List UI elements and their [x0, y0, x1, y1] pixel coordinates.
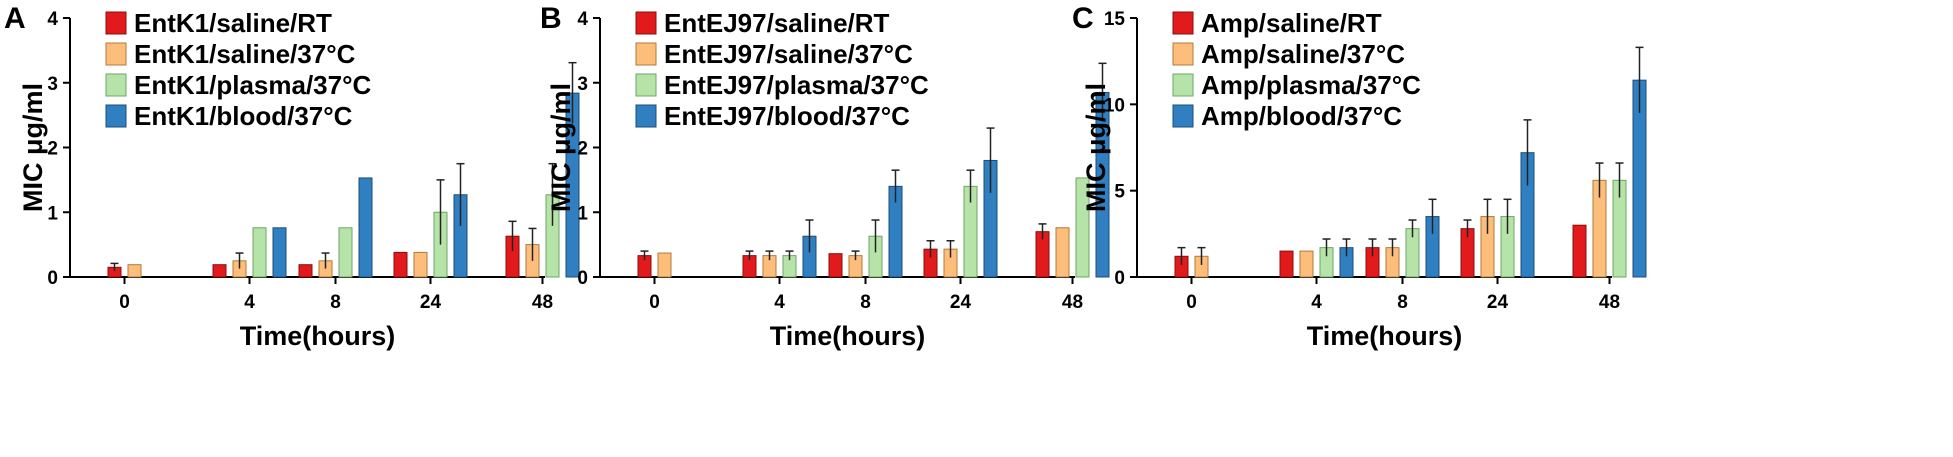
x-tick-label: 48 — [532, 292, 553, 313]
legend-swatch — [635, 73, 657, 97]
bar — [1572, 224, 1587, 278]
y-tick-label: 2 — [577, 139, 588, 160]
bar — [358, 177, 373, 278]
bar — [298, 264, 313, 278]
y-tick-label: 0 — [577, 268, 588, 289]
legend-entry: EntK1/blood/37°C — [134, 101, 353, 131]
legend-entry: EntK1/saline/37°C — [134, 39, 356, 69]
legend-entry: EntK1/plasma/37°C — [134, 70, 371, 100]
x-tick-label: 24 — [950, 292, 972, 313]
x-tick-label: 8 — [860, 292, 871, 313]
bar — [212, 264, 227, 278]
legend-swatch — [1172, 73, 1194, 97]
bar — [127, 264, 142, 278]
panel-letter: A — [4, 2, 26, 35]
legend-swatch — [635, 42, 657, 66]
bar — [272, 227, 287, 278]
x-tick-label: 4 — [244, 292, 255, 313]
legend-entry: EntEJ97/saline/37°C — [664, 39, 913, 69]
x-axis-label: Time(hours) — [1307, 321, 1463, 351]
bar — [393, 251, 408, 278]
y-axis-label: MIC μg/ml — [1081, 83, 1111, 212]
legend-swatch — [105, 73, 127, 97]
panel-letter: C — [1072, 2, 1094, 35]
legend-swatch — [105, 42, 127, 66]
y-tick-label: 5 — [1114, 182, 1125, 203]
x-tick-label: 4 — [774, 292, 785, 313]
bar — [338, 227, 353, 278]
bar — [1279, 250, 1294, 278]
legend-swatch — [105, 104, 127, 128]
y-tick-label: 3 — [577, 74, 588, 95]
x-tick-label: 0 — [1186, 292, 1197, 313]
legend-swatch — [635, 104, 657, 128]
legend-swatch — [1172, 42, 1194, 66]
legend-swatch — [105, 11, 127, 35]
x-tick-label: 0 — [649, 292, 660, 313]
y-axis-label: MIC μg/ml — [18, 83, 48, 212]
bar — [1299, 250, 1314, 278]
y-tick-label: 4 — [577, 9, 588, 30]
legend-entry: Amp/blood/37°C — [1201, 101, 1402, 131]
panel-letter: B — [540, 2, 562, 35]
y-tick-label: 1 — [47, 203, 58, 224]
y-tick-label: 4 — [47, 9, 58, 30]
legend-entry: Amp/plasma/37°C — [1201, 70, 1421, 100]
y-tick-label: 0 — [1114, 268, 1125, 289]
bar — [413, 251, 428, 278]
legend-entry: EntK1/saline/RT — [134, 8, 332, 38]
x-tick-label: 48 — [1062, 292, 1083, 313]
y-axis-label: MIC μg/ml — [546, 83, 576, 212]
x-tick-label: 24 — [420, 292, 442, 313]
bar — [1075, 177, 1090, 278]
legend-entry: EntEJ97/saline/RT — [664, 8, 890, 38]
legend-entry: EntEJ97/blood/37°C — [664, 101, 910, 131]
x-tick-label: 0 — [119, 292, 130, 313]
y-tick-label: 1 — [577, 203, 588, 224]
legend-swatch — [635, 11, 657, 35]
y-tick-label: 0 — [47, 268, 58, 289]
x-tick-label: 48 — [1599, 292, 1620, 313]
x-tick-label: 8 — [330, 292, 341, 313]
bar — [828, 253, 843, 278]
x-axis-label: Time(hours) — [770, 321, 926, 351]
bar — [252, 227, 267, 278]
legend-swatch — [1172, 11, 1194, 35]
x-tick-label: 4 — [1311, 292, 1322, 313]
legend-swatch — [1172, 104, 1194, 128]
y-tick-label: 3 — [47, 74, 58, 95]
bar — [657, 252, 672, 278]
legend-entry: Amp/saline/RT — [1201, 8, 1382, 38]
x-tick-label: 8 — [1397, 292, 1408, 313]
y-tick-label: 15 — [1104, 9, 1126, 30]
x-axis-label: Time(hours) — [240, 321, 396, 351]
legend-entry: EntEJ97/plasma/37°C — [664, 70, 929, 100]
y-tick-label: 10 — [1104, 95, 1125, 116]
legend-entry: Amp/saline/37°C — [1201, 39, 1405, 69]
y-tick-label: 2 — [47, 139, 58, 160]
x-tick-label: 24 — [1487, 292, 1509, 313]
bar — [1055, 227, 1070, 278]
